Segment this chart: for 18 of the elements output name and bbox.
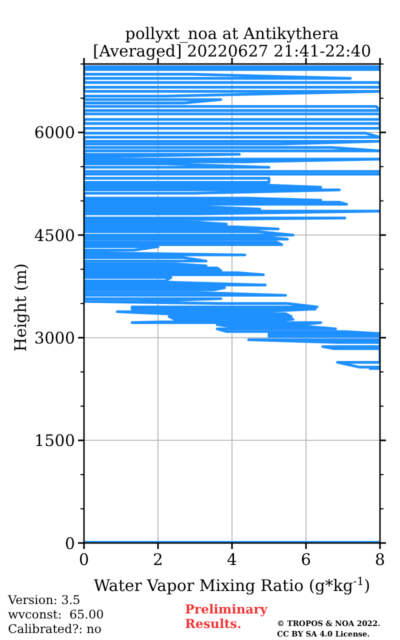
text: Calibrated?: no bbox=[8, 622, 102, 636]
text: Preliminary Results. bbox=[185, 602, 268, 631]
x-tick-label: 8 bbox=[374, 550, 386, 569]
x-tick-label: 0 bbox=[78, 550, 90, 569]
x-tick-label: 4 bbox=[226, 550, 238, 569]
y-tick-label: 6000 bbox=[34, 123, 75, 142]
y-tick-label: 0 bbox=[64, 534, 75, 553]
text: Version: 3.5 bbox=[7, 593, 80, 607]
x-tick-label: 6 bbox=[300, 550, 312, 569]
x-tick-label: 2 bbox=[152, 550, 164, 569]
text: wvconst: 65.00 bbox=[8, 608, 104, 622]
y-axis-title: Height (m) bbox=[11, 263, 30, 352]
x-axis-title: Water Vapor Mixing Ratio (g*kg$^{-1}$) bbox=[94, 574, 370, 595]
y-tick-label: 4500 bbox=[34, 226, 75, 245]
y-tick-label: 1500 bbox=[34, 431, 75, 450]
y-tick-label: 3000 bbox=[34, 328, 75, 348]
chart-title: pollyxt_noa at Antikythera [Averaged] 20220627 21:41-22:40 bbox=[92, 24, 372, 60]
line-series bbox=[84, 65, 380, 370]
